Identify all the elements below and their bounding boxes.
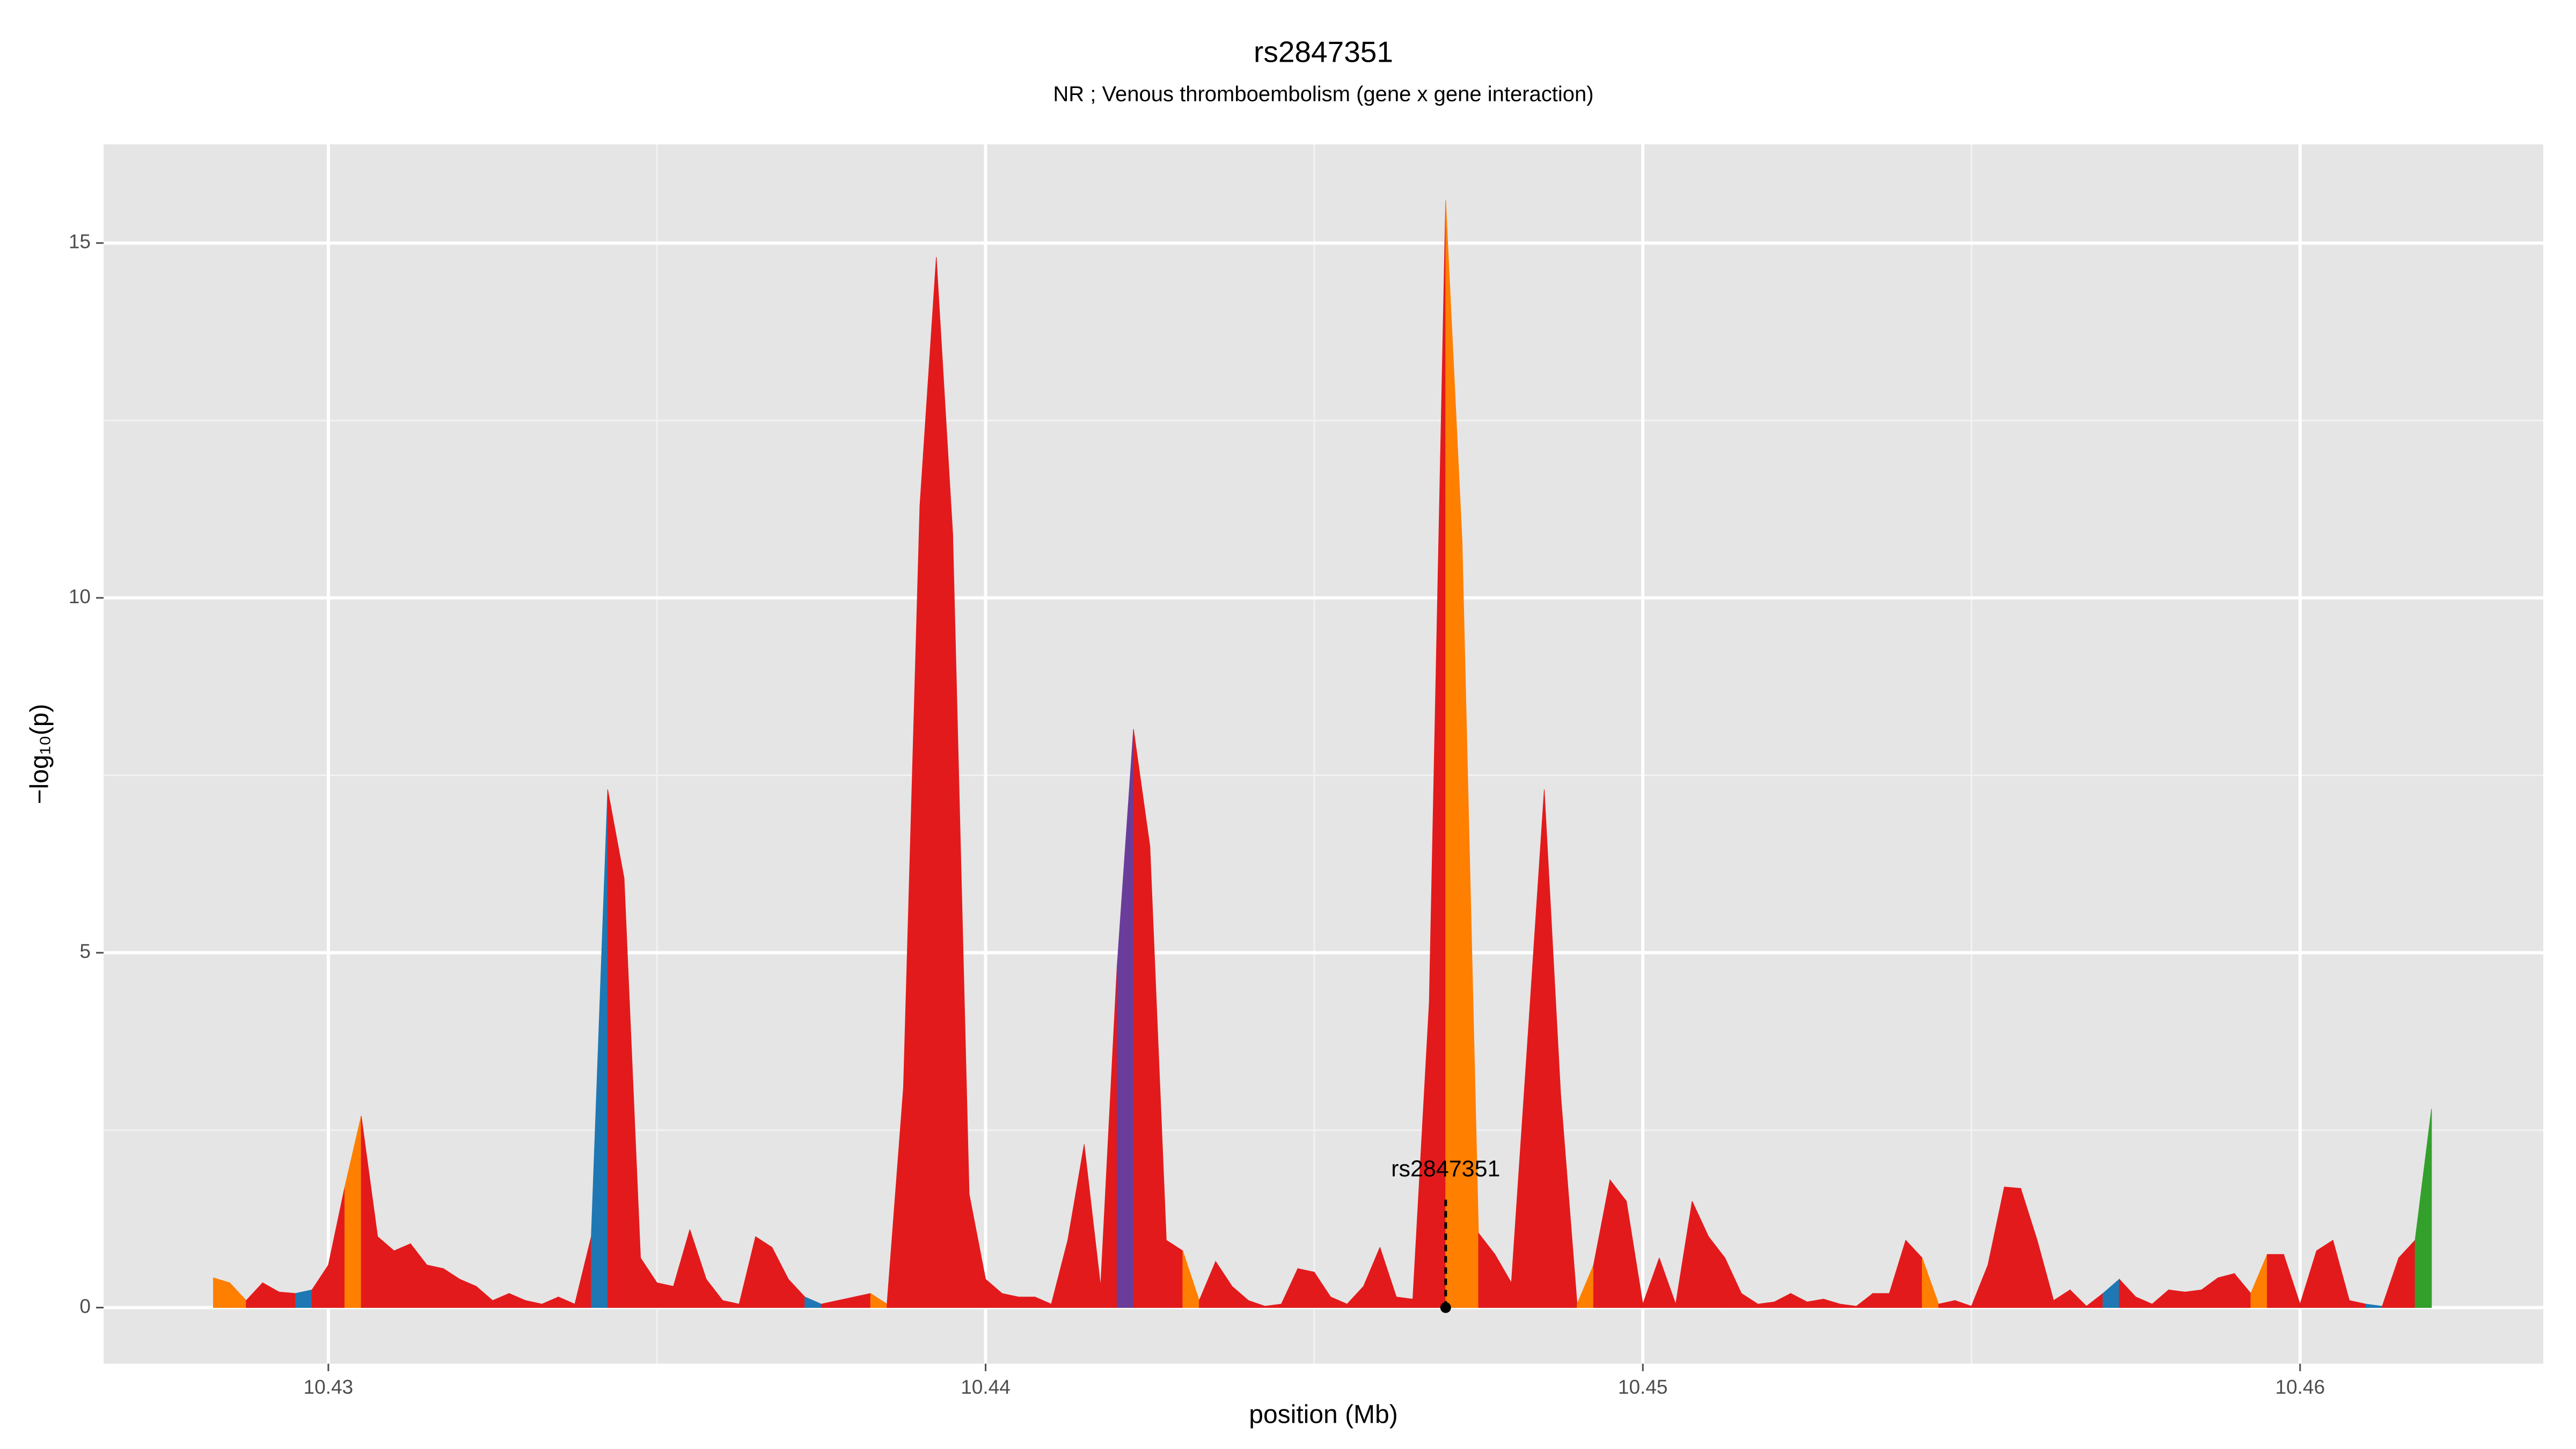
area-segment xyxy=(656,1282,674,1308)
area-segment xyxy=(393,1243,411,1308)
chart-title: rs2847351 xyxy=(1254,35,1393,69)
area-segment xyxy=(2267,1254,2284,1308)
area-segment xyxy=(427,1264,444,1308)
area-segment xyxy=(279,1291,296,1308)
area-segment xyxy=(2414,1109,2432,1308)
x-tick-label: 10.44 xyxy=(961,1376,1011,1398)
area-segment xyxy=(1297,1268,1315,1308)
area-segment xyxy=(213,1277,230,1308)
x-axis-title: position (Mb) xyxy=(1249,1401,1397,1429)
y-tick-label: 10 xyxy=(69,586,91,608)
area-segment xyxy=(1018,1297,1035,1308)
area-segment xyxy=(2185,1289,2202,1308)
x-tick-label: 10.45 xyxy=(1618,1376,1668,1398)
area-segment xyxy=(607,789,625,1308)
x-tick-label: 10.46 xyxy=(2275,1376,2325,1398)
annotation-point xyxy=(1440,1302,1451,1313)
area-segment xyxy=(1396,1297,1414,1308)
y-axis-title: −log₁₀(p) xyxy=(26,704,54,804)
area-segment xyxy=(1872,1293,1890,1308)
area-segment xyxy=(755,1236,772,1308)
area-segment xyxy=(1609,1179,1627,1308)
plot-panel xyxy=(104,144,2543,1364)
chart-subtitle: NR ; Venous thromboembolism (gene x gene… xyxy=(1053,83,1593,106)
area-segment xyxy=(2218,1273,2235,1308)
area-segment xyxy=(2004,1187,2021,1308)
annotation-label: rs2847351 xyxy=(1391,1156,1500,1182)
x-tick-label: 10.43 xyxy=(304,1376,354,1398)
area-segment xyxy=(2168,1289,2186,1308)
area-segment xyxy=(2316,1239,2333,1308)
y-tick-label: 0 xyxy=(79,1295,91,1317)
area-segment xyxy=(1166,1239,1183,1308)
y-tick-label: 5 xyxy=(79,940,91,962)
y-tick-label: 15 xyxy=(69,231,91,253)
